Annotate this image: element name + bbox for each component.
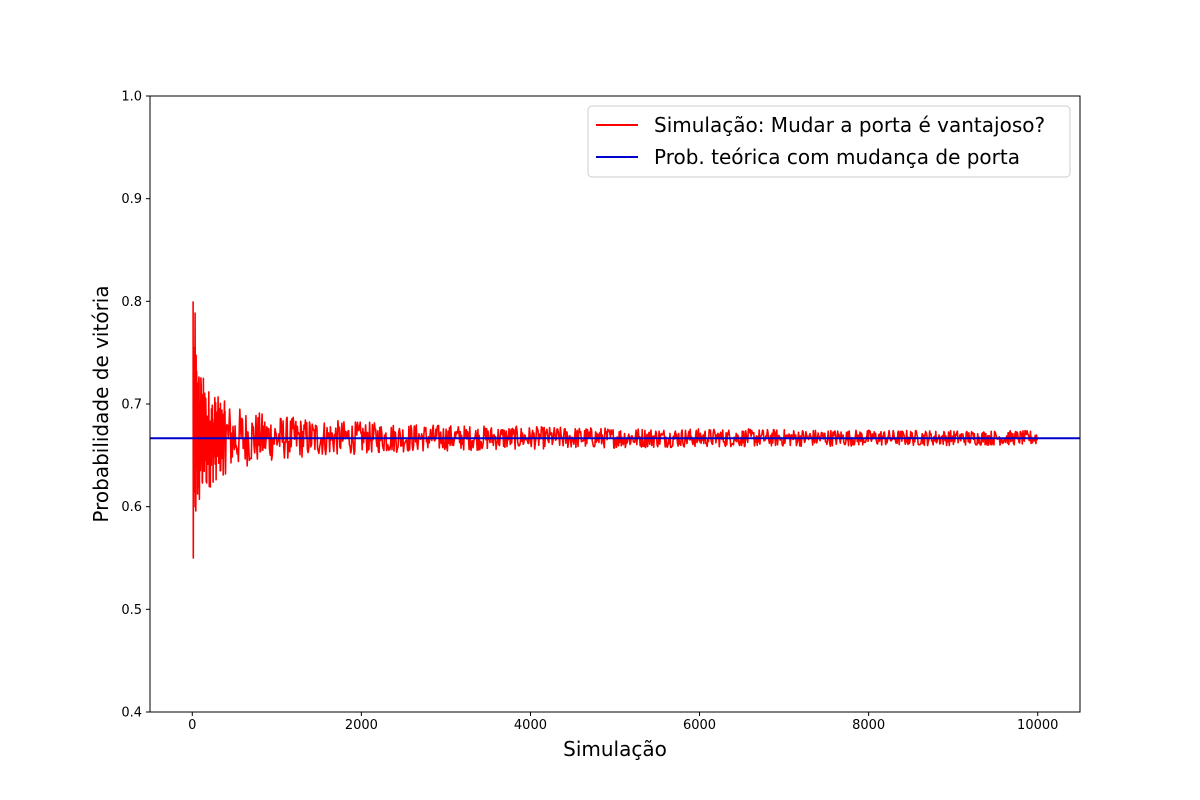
- x-tick-label: 0: [188, 718, 196, 733]
- x-tick-label: 2000: [345, 718, 378, 733]
- x-axis-label: Simulação: [563, 737, 667, 761]
- legend: Simulação: Mudar a porta é vantajoso? Pr…: [587, 105, 1071, 178]
- y-tick-label: 0.9: [121, 192, 142, 207]
- legend-label-simulation: Simulação: Mudar a porta é vantajoso?: [654, 113, 1045, 137]
- series-layer: [150, 301, 1080, 559]
- x-tick-label: 10000: [1017, 718, 1058, 733]
- y-tick-label: 1.0: [121, 90, 142, 105]
- x-tick-label: 4000: [514, 718, 547, 733]
- y-axis-label: Probabilidade de vitória: [89, 285, 113, 522]
- legend-box: [587, 105, 1071, 178]
- legend-label-theoretical: Prob. teórica com mudança de porta: [654, 145, 1020, 169]
- series-line-simulation: [192, 301, 1038, 559]
- x-tick-label: 6000: [683, 718, 716, 733]
- y-tick-label: 0.7: [121, 398, 142, 413]
- ticks-layer: 0 2000 4000 6000 8000 10000 0.4 0.5 0.6 0.7 0.8 0.9…: [121, 90, 1058, 734]
- y-tick-label: 0.4: [121, 706, 142, 721]
- y-tick-label: 0.8: [121, 295, 142, 310]
- y-tick-label: 0.5: [121, 603, 142, 618]
- y-tick-label: 0.6: [121, 500, 142, 515]
- x-tick-label: 8000: [852, 718, 885, 733]
